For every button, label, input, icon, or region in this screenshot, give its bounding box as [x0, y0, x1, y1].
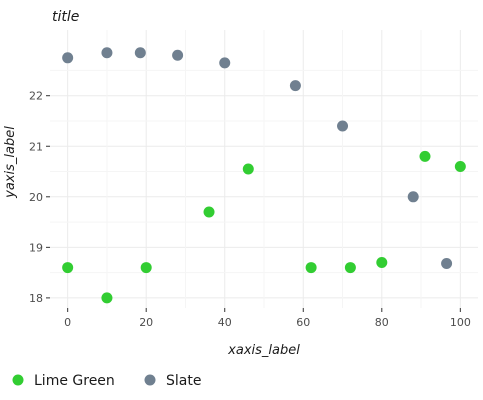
legend-marker-lime-green	[13, 375, 24, 386]
y-axis-title: yaxis_label	[3, 126, 18, 199]
x-axis-title: xaxis_label	[227, 343, 300, 358]
x-axis-ticks: 0 20 40 60 80 100	[64, 308, 471, 329]
data-point-slate	[172, 50, 183, 61]
y-axis-ticks: 18 19 20 21 22	[29, 90, 50, 305]
x-tick-label: 0	[64, 316, 71, 329]
data-point-lime-green	[376, 257, 387, 268]
legend-label: Lime Green	[34, 373, 115, 389]
x-tick-label: 40	[218, 316, 232, 329]
y-tick-label: 19	[29, 241, 43, 254]
data-point-lime-green	[101, 292, 112, 303]
y-tick-label: 21	[29, 140, 43, 153]
grid-lines	[50, 30, 478, 308]
data-point-lime-green	[243, 164, 254, 175]
data-point-lime-green	[419, 151, 430, 162]
data-point-lime-green	[345, 262, 356, 273]
legend: Lime Green Slate	[13, 373, 202, 389]
x-tick-label: 80	[375, 316, 389, 329]
data-point-lime-green	[306, 262, 317, 273]
data-point-lime-green	[455, 161, 466, 172]
data-point-slate	[441, 258, 452, 269]
y-tick-label: 22	[29, 90, 43, 103]
chart-title: title	[52, 9, 79, 25]
data-point-slate	[101, 47, 112, 58]
data-point-slate	[290, 80, 301, 91]
y-tick-label: 18	[29, 292, 43, 305]
data-point-slate	[62, 52, 73, 63]
legend-label: Slate	[166, 373, 201, 389]
data-point-lime-green	[141, 262, 152, 273]
x-tick-label: 100	[450, 316, 471, 329]
data-point-lime-green	[204, 206, 215, 217]
data-point-slate	[408, 191, 419, 202]
data-point-slate	[337, 121, 348, 132]
legend-marker-slate	[145, 375, 156, 386]
x-tick-label: 20	[139, 316, 153, 329]
data-point-slate	[219, 57, 230, 68]
data-point-slate	[135, 47, 146, 58]
y-tick-label: 20	[29, 191, 43, 204]
data-point-lime-green	[62, 262, 73, 273]
x-tick-label: 60	[296, 316, 310, 329]
